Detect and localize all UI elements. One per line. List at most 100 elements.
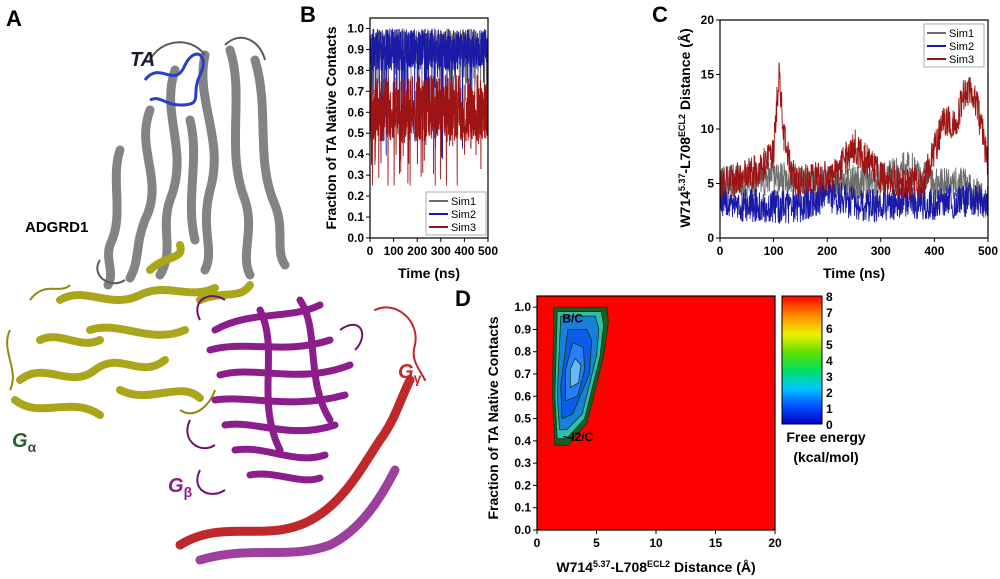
legend-label: Sim1 xyxy=(949,28,974,40)
series-line-sim3 xyxy=(720,62,988,201)
panel-b-frame xyxy=(369,17,489,239)
legend-label: Sim2 xyxy=(949,41,974,53)
x-tick-label: 0 xyxy=(534,536,541,550)
panel-d-xlabel-unit: Distance (Å) xyxy=(670,559,756,575)
g-beta-structure xyxy=(206,296,354,484)
panel-b-letter: B xyxy=(300,2,316,27)
colorbar-tick-label: 8 xyxy=(826,290,833,304)
y-tick-label: 0.0 xyxy=(514,523,531,537)
panel-b-series xyxy=(370,28,488,186)
colorbar-tick-label: 7 xyxy=(826,306,833,320)
y-tick-label: 1.0 xyxy=(347,21,364,35)
g-alpha-label: Gα xyxy=(12,430,37,455)
g-gamma-subscript: γ xyxy=(414,370,422,386)
ta-peptide xyxy=(143,52,205,107)
colorbar-tick-label: 6 xyxy=(826,322,833,336)
x-tick-label: 0 xyxy=(367,244,374,258)
g-alpha-subscript: α xyxy=(28,439,37,455)
g-gamma-label: Gγ xyxy=(398,361,422,386)
y-tick-label: 0.5 xyxy=(514,412,531,426)
x-tick-label: 15 xyxy=(709,536,723,550)
legend-label: Sim3 xyxy=(451,222,476,234)
panel-c-ylabel-residue1: W714 xyxy=(677,191,693,228)
y-tick-label: 0.7 xyxy=(347,84,364,98)
y-tick-label: 0.2 xyxy=(347,189,364,203)
panel-d-letter: D xyxy=(455,286,471,311)
colorbar-tick-label: 0 xyxy=(826,418,833,432)
contour-level xyxy=(569,358,582,388)
legend-label: Sim1 xyxy=(451,196,476,208)
ta-label: TA xyxy=(130,49,155,71)
y-tick-label: 0.1 xyxy=(514,501,531,515)
panel-b-ticks: 0 100 200 300 400 500 0.0 0.1 0.2 0.3 0.4 0.5 0.6 0.7… xyxy=(347,21,498,258)
panel-d-contours xyxy=(552,306,609,446)
y-tick-label: 0.3 xyxy=(347,168,364,182)
x-tick-label: 300 xyxy=(431,244,451,258)
g-beta-label: Gβ xyxy=(168,475,193,500)
colorbar xyxy=(781,295,823,425)
y-tick-label: 0.7 xyxy=(514,367,531,381)
panel-d-xlabel-sup2: ECL2 xyxy=(647,559,670,569)
y-tick-label: 0.8 xyxy=(347,63,364,77)
y-tick-label: 0.9 xyxy=(347,42,364,56)
y-tick-label: 0.2 xyxy=(514,478,531,492)
g-gamma-structure xyxy=(175,306,426,565)
y-tick-label: 0 xyxy=(707,231,714,245)
panel-a: A TA ADGRD1 xyxy=(6,6,426,565)
y-tick-label: 0.4 xyxy=(514,434,531,448)
panel-b-xlabel: Time (ns) xyxy=(398,265,460,281)
x-tick-label: 200 xyxy=(407,244,427,258)
panel-c-series xyxy=(720,62,988,224)
panel-c-ylabel-sup2: ECL2 xyxy=(677,114,687,137)
panel-c: C 0 100 200 300 400 500 0 5 10 15 20 Time (ns) W71… xyxy=(652,2,998,281)
g-beta-subscript: β xyxy=(184,484,193,500)
y-tick-label: 0.5 xyxy=(347,126,364,140)
colorbar-ticks: 0 1 2 3 4 5 6 7 8 xyxy=(826,290,833,432)
panel-d: D 0 5 10 15 200.00.10.20.30.40.50.60.70.80.9… xyxy=(455,286,866,575)
panel-d-ticks: 0 5 10 15 20 0.0 0.1 0.2 0.3 0.4 0.5 0.6 0.7 0.8 0.9 1.… xyxy=(514,300,782,550)
panel-c-xlabel: Time (ns) xyxy=(823,265,885,281)
colorbar-tick-label: 3 xyxy=(826,370,833,384)
annotation-pointer xyxy=(563,435,573,440)
y-tick-label: 10 xyxy=(701,122,715,136)
y-tick-label: 20 xyxy=(701,13,715,27)
panel-b: B 0 100 200 300 400 5000.00.10.20.30.40.50.60… xyxy=(300,2,498,281)
panel-c-ylabel-unit: Distance (Å) xyxy=(677,28,693,114)
annotation-label: B/C xyxy=(562,312,583,326)
g-alpha-letter: G xyxy=(12,430,28,452)
legend-label: Sim2 xyxy=(451,209,476,221)
legend-label: Sim3 xyxy=(949,54,974,66)
colorbar-tick-label: 1 xyxy=(826,402,833,416)
panel-d-annotations: B/C I2/C xyxy=(562,312,593,444)
panel-a-letter: A xyxy=(6,6,22,31)
panel-c-ticks: 0 100 200 300 400 500 0 5 10 15 20 xyxy=(701,13,999,258)
g-beta-loops xyxy=(186,295,364,495)
x-tick-label: 100 xyxy=(384,244,404,258)
y-tick-label: 15 xyxy=(701,68,715,82)
x-tick-label: 5 xyxy=(593,536,600,550)
panel-c-letter: C xyxy=(652,2,668,27)
colorbar-tick-label: 4 xyxy=(826,354,833,368)
series-line-sim2 xyxy=(720,177,988,224)
y-tick-label: 0.3 xyxy=(514,456,531,470)
y-tick-label: 0.6 xyxy=(514,389,531,403)
x-tick-label: 100 xyxy=(764,244,784,258)
colorbar-label-line1: Free energy xyxy=(786,429,866,445)
adgrd1-label: ADGRD1 xyxy=(25,219,88,236)
x-tick-label: 500 xyxy=(978,244,998,258)
panel-b-ylabel: Fraction of TA Native Contacts xyxy=(323,26,339,229)
panel-d-xlabel-sup1: 5.37 xyxy=(593,559,611,569)
x-tick-label: 400 xyxy=(924,244,944,258)
x-tick-label: 0 xyxy=(717,244,724,258)
series-line-sim3 xyxy=(370,74,488,186)
colorbar-tick-label: 5 xyxy=(826,338,833,352)
g-beta-letter: G xyxy=(168,475,184,497)
y-tick-label: 0.8 xyxy=(514,345,531,359)
series-line-sim2 xyxy=(370,28,488,165)
x-tick-label: 300 xyxy=(871,244,891,258)
y-tick-label: 5 xyxy=(707,177,714,191)
y-tick-label: 1.0 xyxy=(514,300,531,314)
y-tick-label: 0.4 xyxy=(347,147,364,161)
